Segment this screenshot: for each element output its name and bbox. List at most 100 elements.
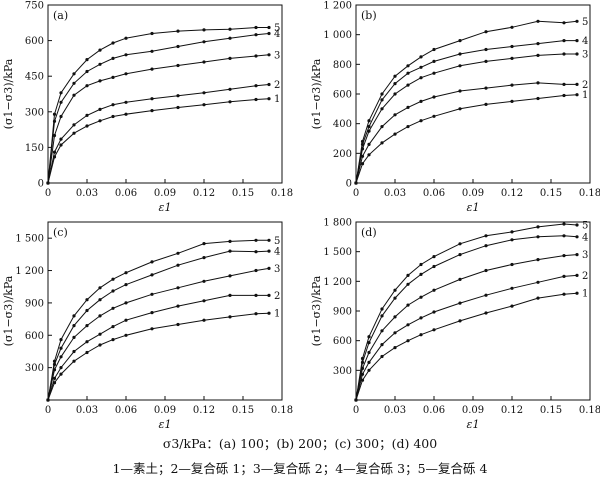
y-tick-label: 0 (346, 179, 352, 190)
panel-label: (c) (53, 226, 68, 239)
data-point (458, 242, 462, 246)
data-point (484, 293, 488, 297)
data-point (52, 112, 57, 116)
data-point (202, 103, 206, 107)
series-end-label: 5 (274, 236, 280, 247)
data-point (484, 47, 488, 52)
data-point (360, 139, 365, 144)
series-line (355, 235, 578, 401)
data-point (562, 39, 566, 43)
data-point (562, 254, 566, 258)
data-point (176, 251, 180, 255)
data-point (575, 93, 579, 97)
data-point (367, 368, 371, 372)
x-tick-label: 0.06 (115, 188, 137, 199)
data-point (72, 72, 76, 76)
x-tick-label: 0 (45, 405, 51, 416)
data-point (458, 319, 462, 323)
data-point (367, 360, 371, 364)
series-4: 4 (46, 29, 280, 185)
data-point (432, 71, 436, 75)
data-point (406, 339, 410, 343)
data-point (393, 132, 397, 136)
data-point (46, 181, 50, 185)
x-tick-label: 0.03 (76, 405, 98, 416)
data-point (562, 52, 566, 56)
x-tick-label: 0 (353, 188, 359, 199)
data-point (575, 253, 579, 257)
x-tick-label: 0.03 (384, 188, 406, 199)
data-point (484, 268, 488, 273)
data-point (111, 103, 115, 107)
data-point (354, 398, 358, 402)
data-point (458, 107, 462, 111)
series-line (47, 239, 269, 401)
series-end-label: 5 (274, 23, 280, 34)
data-point (536, 81, 540, 85)
data-point (419, 76, 423, 80)
data-point (72, 131, 76, 135)
data-point (59, 143, 63, 147)
x-tick-label: 0.18 (271, 188, 293, 199)
x-tick-label: 0.12 (193, 188, 215, 199)
data-point (202, 28, 206, 32)
data-point (176, 286, 180, 290)
data-point (536, 96, 540, 101)
data-point (72, 335, 76, 339)
data-point (176, 44, 180, 49)
y-tick-label: 450 (25, 72, 44, 83)
data-point (85, 113, 89, 117)
data-point (52, 359, 57, 363)
y-tick-label: 800 (333, 60, 352, 71)
panel-label: (d) (361, 226, 377, 239)
data-point (59, 338, 63, 342)
series-4: 4 (46, 247, 280, 402)
series-end-label: 3 (274, 50, 280, 61)
y-axis-title: (σ1−σ3)/kPa (2, 58, 15, 129)
chart-panel-4: 0 0.03 0.06 0.09 0.12 0.15 0.18 300 600 900 1 200 1… (310, 218, 600, 432)
series-3: 3 (354, 49, 588, 185)
data-point (393, 82, 397, 86)
data-point (254, 268, 258, 273)
data-point (536, 258, 540, 262)
series-end-label: 5 (582, 17, 588, 28)
data-point (59, 355, 63, 359)
data-point (510, 238, 514, 242)
data-point (380, 307, 384, 311)
series-line (47, 267, 270, 401)
data-point (254, 312, 258, 316)
y-tick-label: 1 200 (15, 266, 44, 277)
data-point (432, 328, 436, 332)
series-end-label: 2 (582, 80, 588, 91)
data-point (98, 298, 102, 302)
data-point (202, 279, 206, 283)
y-tick-label: 600 (25, 36, 44, 47)
series-end-label: 3 (582, 250, 588, 261)
data-point (52, 150, 57, 154)
data-point (150, 327, 154, 331)
series-end-label: 5 (582, 220, 588, 231)
data-point (380, 107, 384, 111)
data-point (98, 79, 102, 83)
data-point (406, 273, 410, 277)
data-point (562, 222, 566, 226)
x-tick-label: 0.12 (501, 405, 523, 416)
y-tick-label: 600 (25, 331, 44, 342)
panel-label: (b) (361, 9, 377, 22)
data-point (406, 105, 410, 109)
data-point (59, 137, 63, 141)
data-point (267, 82, 271, 87)
data-point (98, 107, 102, 111)
data-point (458, 39, 462, 43)
data-point (85, 124, 89, 128)
data-point (176, 63, 180, 68)
data-point (562, 274, 566, 278)
data-point (367, 142, 371, 146)
data-point (228, 239, 232, 243)
y-tick-label: 900 (333, 307, 352, 318)
series-end-label: 2 (274, 80, 280, 91)
data-point (575, 19, 579, 23)
y-axis-title: (σ1−σ3)/kPa (310, 58, 323, 129)
data-point (267, 97, 271, 101)
series-line (355, 53, 577, 184)
